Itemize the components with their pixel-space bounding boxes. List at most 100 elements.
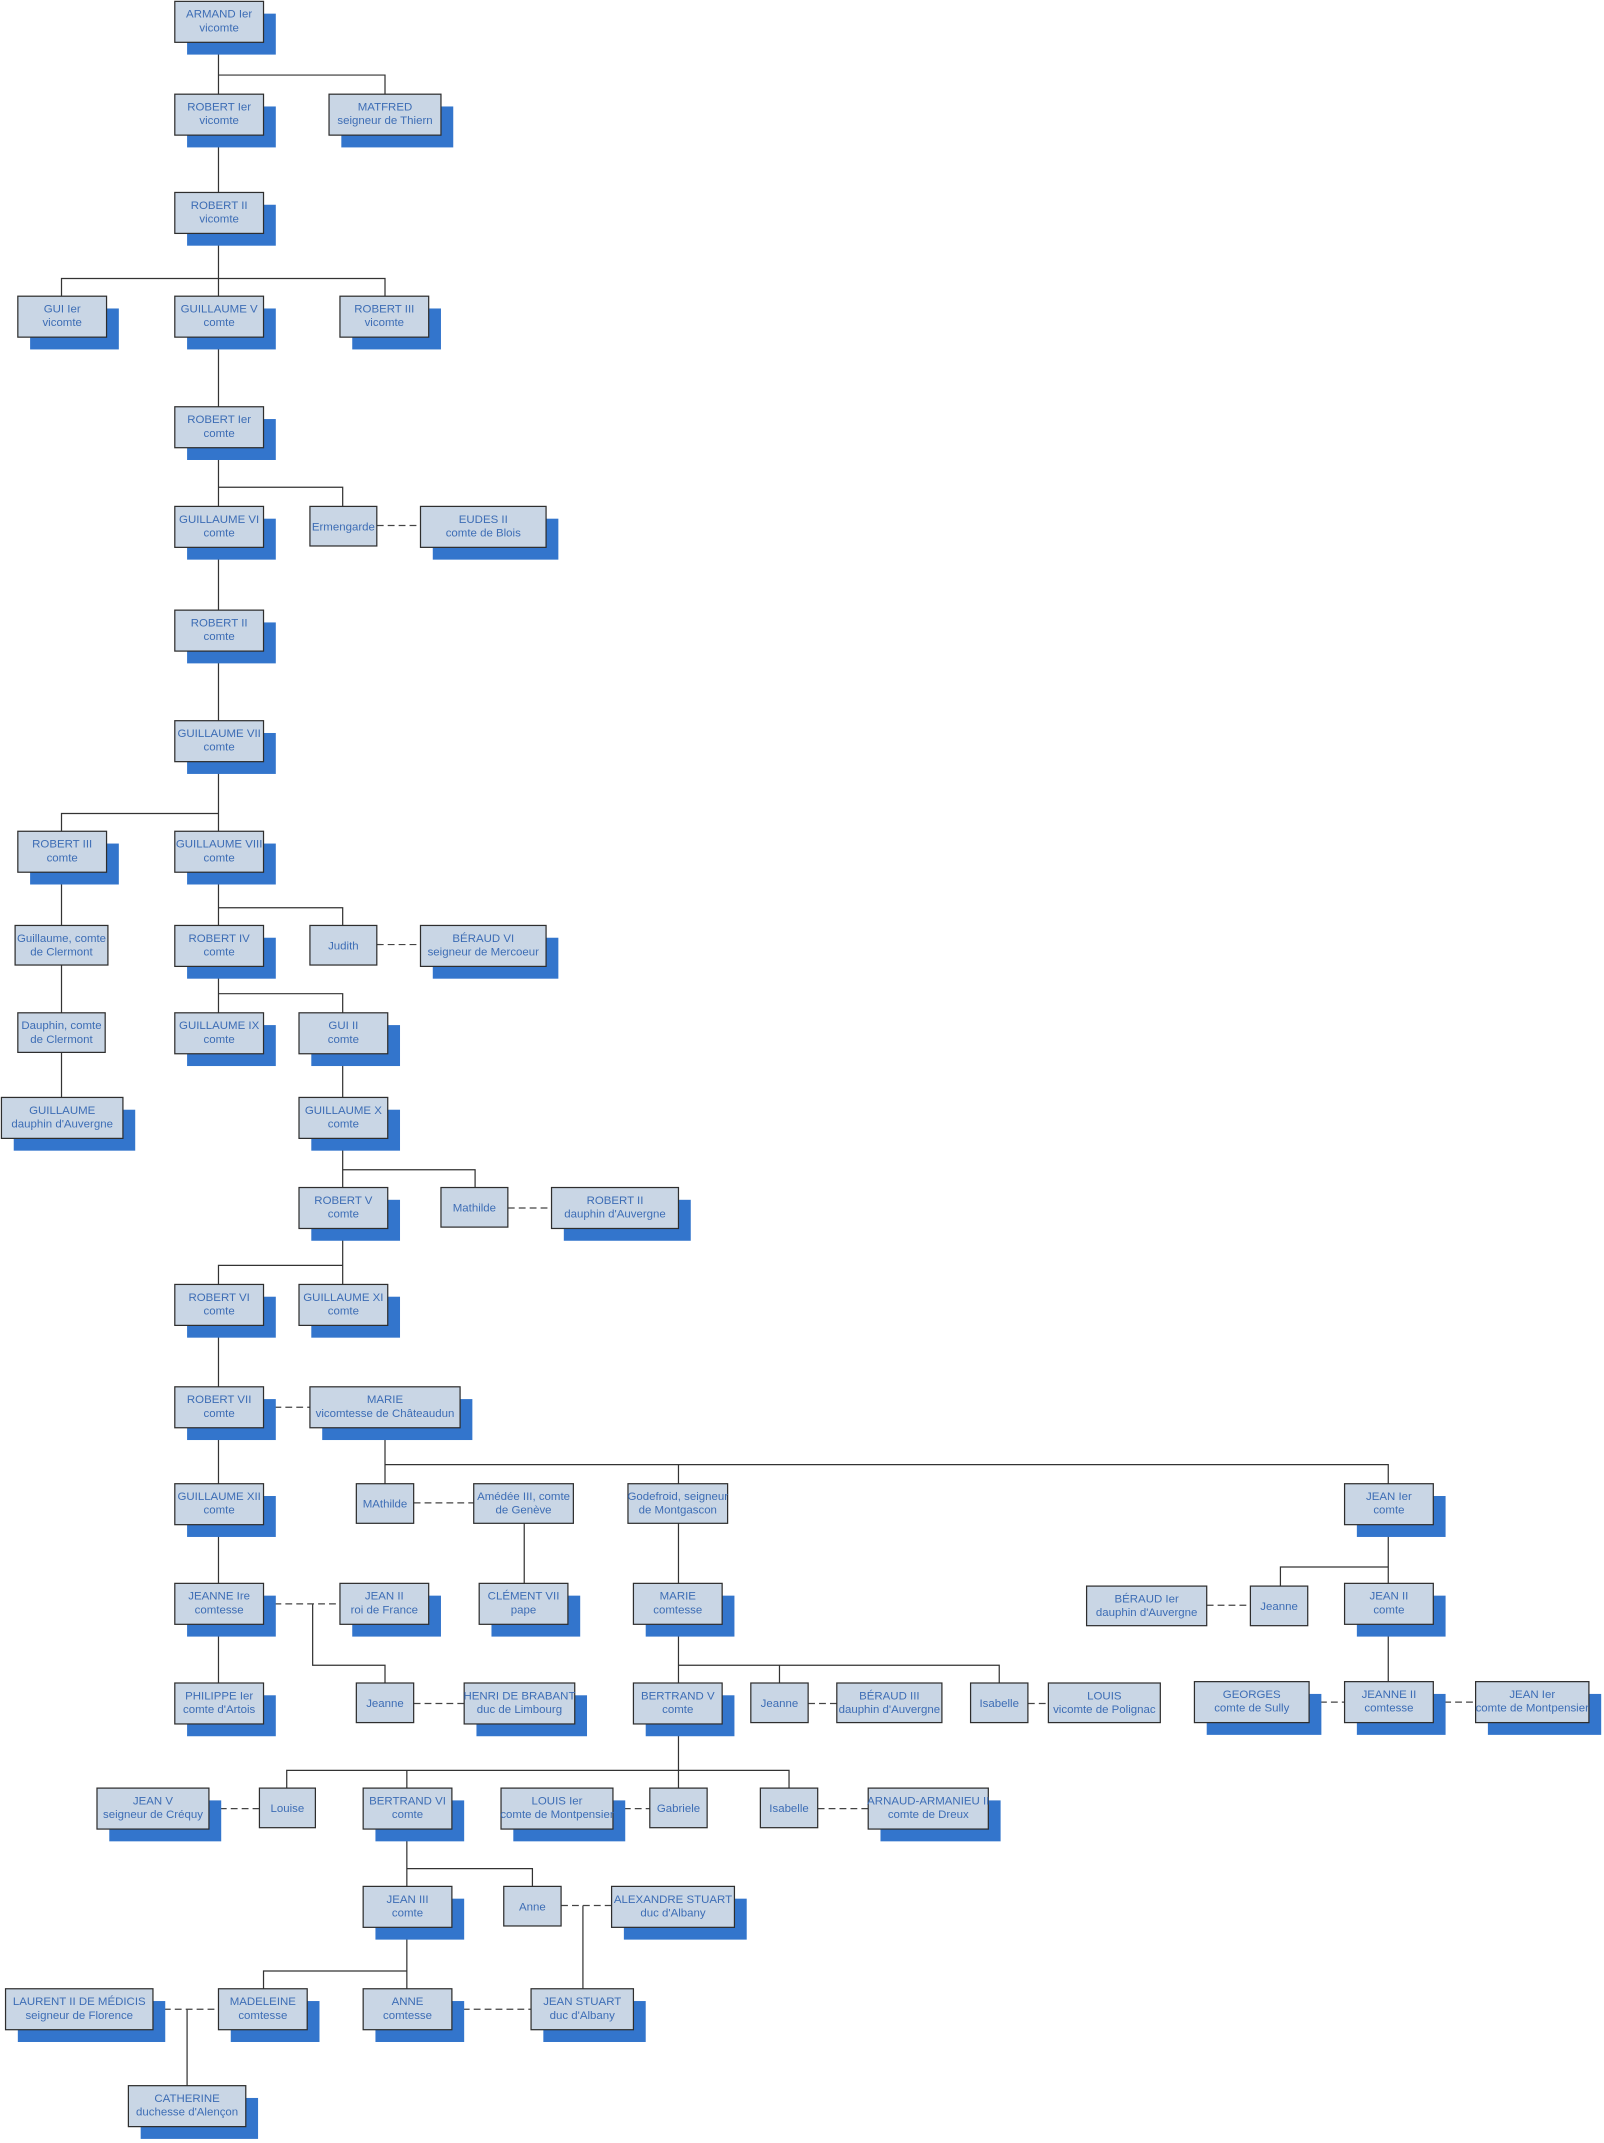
node-box[interactable] — [174, 924, 265, 968]
node-box[interactable] — [419, 505, 547, 548]
person-node-robert2d[interactable]: ROBERT II dauphin d'Auvergne — [550, 1186, 680, 1230]
node-box[interactable] — [17, 830, 108, 873]
person-node-annec[interactable]: ANNE comtesse — [362, 1988, 453, 2031]
node-box[interactable] — [174, 0, 265, 43]
node-box[interactable] — [298, 1186, 389, 1230]
node-box[interactable] — [258, 1787, 317, 1829]
person-node-henri[interactable]: HENRI DE BRABANT duc de Limbourg — [463, 1682, 576, 1725]
node-box[interactable] — [96, 1787, 210, 1830]
node-box[interactable] — [174, 295, 265, 338]
person-node-dauphin[interactable]: Dauphin, comte de Clermont — [17, 1012, 106, 1054]
person-node-jeanneb[interactable]: Jeanne — [750, 1682, 809, 1724]
node-box[interactable] — [174, 830, 265, 873]
person-node-amedee[interactable]: Amédée III, comte de Genève — [473, 1483, 574, 1524]
node-box[interactable] — [440, 1186, 509, 1228]
node-box[interactable] — [1249, 1585, 1309, 1627]
person-node-beraud3[interactable]: BÉRAUD III dauphin d'Auvergne — [836, 1682, 943, 1724]
node-box[interactable] — [174, 406, 265, 449]
node-box[interactable] — [503, 1885, 562, 1927]
node-box[interactable] — [174, 1283, 265, 1326]
person-node-gui2[interactable]: GUI II comte — [298, 1012, 389, 1055]
node-box[interactable] — [174, 720, 265, 763]
person-node-beraud1[interactable]: BÉRAUD Ier dauphin d'Auvergne — [1085, 1585, 1208, 1627]
node-box[interactable] — [362, 1787, 453, 1830]
node-box[interactable] — [174, 505, 265, 548]
node-box[interactable] — [174, 1483, 265, 1526]
person-node-gabriele[interactable]: Gabriele — [649, 1787, 708, 1829]
node-box[interactable] — [1343, 1582, 1434, 1625]
person-node-mathilde2[interactable]: MAthilde — [355, 1483, 415, 1524]
person-node-judith[interactable]: Judith — [309, 924, 378, 966]
node-box[interactable] — [1085, 1585, 1208, 1627]
person-node-louisp[interactable]: LOUIS vicomte de Polignac — [1047, 1682, 1161, 1724]
node-box[interactable] — [309, 1386, 461, 1429]
node-box[interactable] — [500, 1787, 614, 1830]
node-box[interactable] — [309, 505, 378, 547]
person-node-bertrand5[interactable]: BERTRAND V comte — [632, 1682, 723, 1725]
person-node-anne[interactable]: Anne — [503, 1885, 562, 1927]
node-box[interactable] — [339, 1582, 430, 1625]
node-box[interactable] — [478, 1582, 569, 1625]
person-node-philippe[interactable]: PHILIPPE Ier comte d'Artois — [174, 1682, 265, 1725]
node-box[interactable] — [339, 295, 430, 338]
node-box[interactable] — [298, 1096, 389, 1139]
node-box[interactable] — [1047, 1682, 1161, 1724]
node-box[interactable] — [0, 1096, 124, 1139]
node-box[interactable] — [550, 1186, 680, 1230]
node-box[interactable] — [419, 924, 547, 968]
person-node-isabelle1[interactable]: Isabelle — [969, 1682, 1029, 1724]
person-node-robert1c[interactable]: ROBERT Ier comte — [174, 406, 265, 449]
node-box[interactable] — [362, 1988, 453, 2031]
node-box[interactable] — [4, 1988, 154, 2031]
node-box[interactable] — [969, 1682, 1029, 1724]
node-box[interactable] — [174, 1682, 265, 1725]
person-node-bertrand6[interactable]: BERTRAND VI comte — [362, 1787, 453, 1830]
node-box[interactable] — [750, 1682, 809, 1724]
node-box[interactable] — [174, 1012, 265, 1055]
node-box[interactable] — [355, 1483, 415, 1524]
node-box[interactable] — [649, 1787, 708, 1829]
node-box[interactable] — [355, 1682, 415, 1724]
person-node-madeleine[interactable]: MADELEINE comtesse — [217, 1988, 308, 2031]
person-node-jeanstuart[interactable]: JEAN STUART duc d'Albany — [530, 1988, 635, 2031]
node-box[interactable] — [473, 1483, 574, 1524]
node-box[interactable] — [174, 191, 265, 235]
person-node-godefroid[interactable]: Godefroid, seigneur de Montgascon — [627, 1483, 728, 1524]
node-box[interactable] — [309, 924, 378, 966]
node-box[interactable] — [328, 93, 442, 136]
person-node-ermengarde[interactable]: Ermengarde — [309, 505, 378, 547]
node-box[interactable] — [17, 295, 108, 338]
node-box[interactable] — [530, 1988, 635, 2031]
node-box[interactable] — [362, 1885, 453, 1928]
node-box[interactable] — [1343, 1681, 1434, 1724]
node-box[interactable] — [759, 1787, 819, 1829]
node-box[interactable] — [298, 1012, 389, 1055]
node-box[interactable] — [298, 1283, 389, 1326]
node-box[interactable] — [1474, 1681, 1590, 1724]
person-node-jeanner[interactable]: Jeanne — [1249, 1585, 1309, 1627]
person-node-jean1[interactable]: JEAN Ier comte — [1343, 1483, 1434, 1526]
person-node-louis1mont[interactable]: LOUIS Ier comte de Montpensier — [500, 1787, 614, 1830]
person-node-georges[interactable]: GEORGES comte de Sully — [1193, 1681, 1310, 1724]
node-box[interactable] — [463, 1682, 576, 1725]
node-box[interactable] — [174, 1386, 265, 1429]
